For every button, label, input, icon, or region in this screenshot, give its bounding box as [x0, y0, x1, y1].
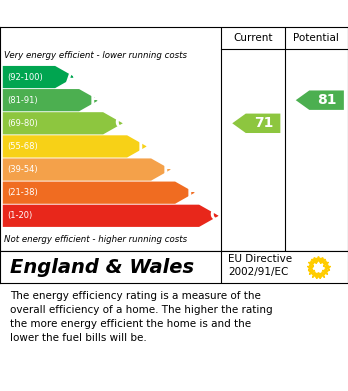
Text: (69-80): (69-80) — [7, 119, 38, 128]
Text: A: A — [66, 70, 78, 84]
Text: C: C — [114, 116, 125, 131]
Text: G: G — [209, 208, 222, 223]
Text: E: E — [163, 162, 173, 177]
Text: F: F — [187, 185, 197, 200]
Polygon shape — [232, 113, 280, 133]
Polygon shape — [3, 66, 75, 88]
Text: England & Wales: England & Wales — [10, 258, 195, 276]
Text: Energy Efficiency Rating: Energy Efficiency Rating — [9, 6, 219, 21]
Text: (92-100): (92-100) — [7, 73, 43, 82]
Polygon shape — [3, 181, 195, 204]
Text: (39-54): (39-54) — [7, 165, 38, 174]
Text: The energy efficiency rating is a measure of the
overall efficiency of a home. T: The energy efficiency rating is a measur… — [10, 291, 273, 343]
Text: (21-38): (21-38) — [7, 188, 38, 197]
Polygon shape — [3, 112, 123, 135]
Text: (55-68): (55-68) — [7, 142, 38, 151]
Polygon shape — [3, 204, 219, 227]
Text: 81: 81 — [317, 93, 337, 107]
Polygon shape — [296, 90, 344, 110]
Text: Potential: Potential — [293, 33, 339, 43]
Text: Current: Current — [233, 33, 272, 43]
Polygon shape — [3, 158, 171, 181]
Text: 71: 71 — [254, 116, 273, 130]
Text: D: D — [137, 139, 150, 154]
Polygon shape — [3, 89, 99, 111]
Text: Very energy efficient - lower running costs: Very energy efficient - lower running co… — [4, 51, 187, 60]
Text: EU Directive
2002/91/EC: EU Directive 2002/91/EC — [228, 254, 292, 277]
Polygon shape — [3, 135, 147, 158]
Text: (81-91): (81-91) — [7, 96, 38, 105]
Text: (1-20): (1-20) — [7, 211, 32, 220]
Text: Not energy efficient - higher running costs: Not energy efficient - higher running co… — [4, 235, 187, 244]
Text: B: B — [90, 93, 102, 108]
